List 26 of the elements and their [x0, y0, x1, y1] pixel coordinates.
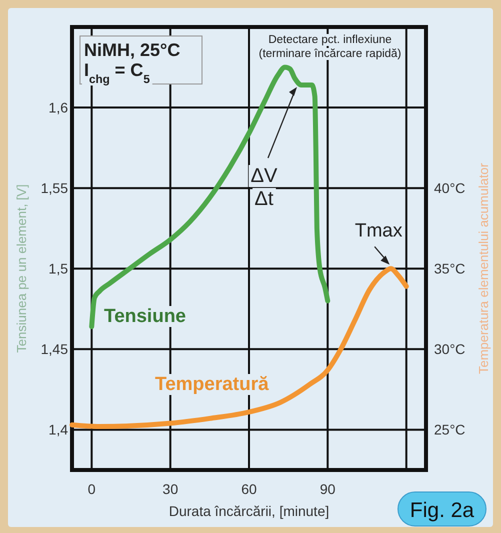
- y2-axis-title: Temperatura elementului acumulator: [476, 162, 491, 374]
- series-label: Tensiune: [104, 306, 186, 327]
- annotation: Detectare pct. inflexiune: [268, 34, 392, 46]
- series-label: Temperatură: [155, 374, 270, 395]
- x-tick-label: 60: [241, 481, 257, 497]
- y-tick-label: 1,55: [40, 180, 68, 196]
- annotation: ΔV: [250, 165, 278, 187]
- y-tick-label: 1,4: [48, 422, 68, 438]
- x-axis-title: Durata încărcării, [minute]: [168, 503, 330, 519]
- y-tick-label: 1,45: [40, 341, 68, 358]
- annotation: I$_{chg}$ = C$_{5}$: [84, 60, 150, 86]
- x-tick-label: 0: [88, 481, 96, 497]
- annotation: Δt: [254, 188, 274, 210]
- x-tick-label: 90: [320, 481, 336, 497]
- y2-tick-label: 40°C: [434, 180, 466, 196]
- y2-tick-label: 35°C: [434, 260, 466, 277]
- y-tick-label: 1,6: [48, 100, 68, 116]
- x-tick-label: 30: [162, 481, 178, 497]
- y-tick-label: 1,5: [48, 260, 68, 277]
- y-axis-title: Tensiunea pe un element, [V]: [14, 184, 29, 353]
- y2-tick-label: 30°C: [434, 341, 466, 358]
- annotation: NiMH, 25°C: [84, 40, 180, 60]
- y2-tick-label: 25°C: [434, 422, 466, 438]
- annotation: (terminare încărcare rapidă): [258, 48, 402, 60]
- caption: Fig. 2a: [410, 499, 474, 522]
- annotation: Tmax: [354, 220, 403, 242]
